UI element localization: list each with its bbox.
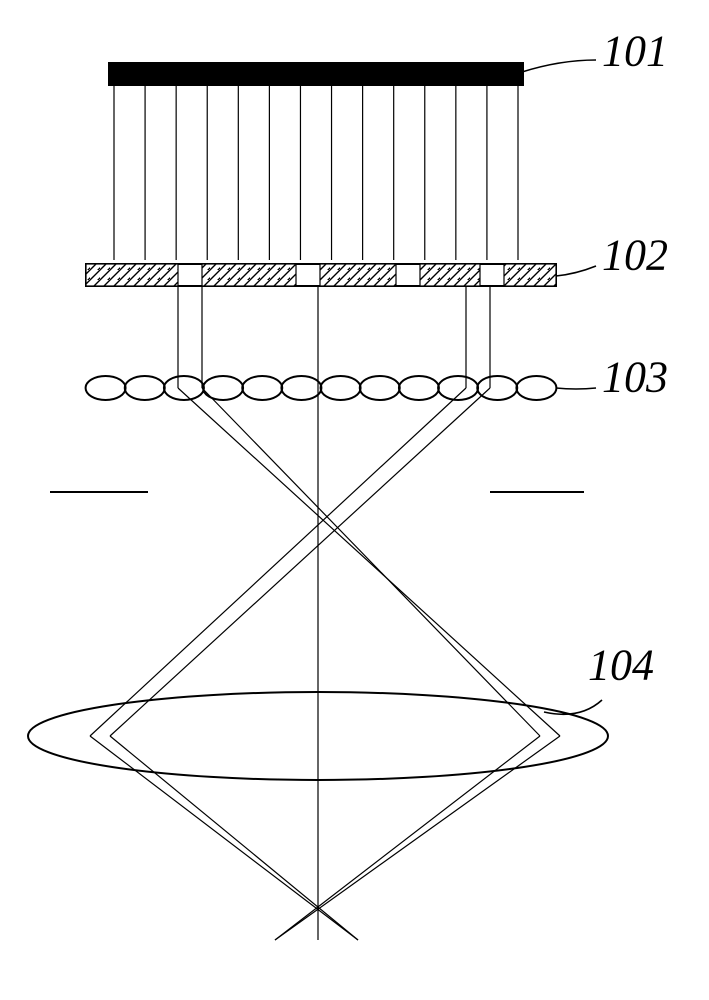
ray-segment xyxy=(110,388,490,736)
label-104: 104 xyxy=(588,640,654,689)
leader-line xyxy=(544,700,602,714)
lenslet xyxy=(360,376,400,400)
ray-segment xyxy=(90,388,466,736)
diagram-canvas: 101 102 103 104 xyxy=(0,0,709,1000)
lenslet xyxy=(438,376,478,400)
lenslet xyxy=(516,376,556,400)
leader-line xyxy=(522,60,596,72)
lenslet xyxy=(477,376,517,400)
lenslet xyxy=(86,376,126,400)
mask-segment xyxy=(420,264,480,286)
ray-segment xyxy=(178,388,560,736)
source-bar xyxy=(108,62,524,86)
mask-segment xyxy=(86,264,178,286)
leader-line xyxy=(556,388,596,389)
lenslet xyxy=(281,376,321,400)
lenslet xyxy=(164,376,204,400)
label-103: 103 xyxy=(602,352,668,401)
mask-segment xyxy=(320,264,396,286)
mask-segment xyxy=(504,264,556,286)
ray-segment xyxy=(110,736,358,940)
ray-segment xyxy=(275,736,540,940)
lenslet xyxy=(399,376,439,400)
mask-segment xyxy=(202,264,296,286)
lenslet xyxy=(321,376,361,400)
leader-line xyxy=(556,266,596,276)
lenslet xyxy=(242,376,282,400)
lenslet xyxy=(125,376,165,400)
label-102: 102 xyxy=(602,230,668,279)
label-101: 101 xyxy=(602,26,668,75)
lenslet xyxy=(203,376,243,400)
ray-segment xyxy=(202,388,540,736)
